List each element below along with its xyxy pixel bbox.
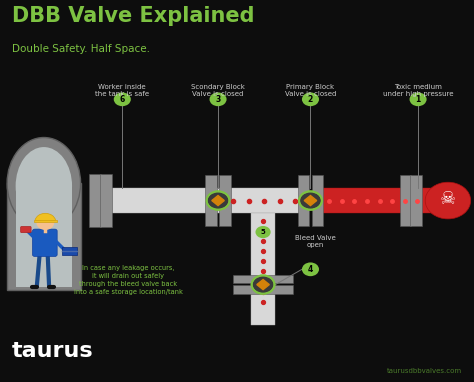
- Ellipse shape: [16, 147, 72, 225]
- FancyBboxPatch shape: [21, 227, 31, 233]
- FancyBboxPatch shape: [62, 247, 77, 256]
- FancyBboxPatch shape: [233, 275, 293, 283]
- Text: Bleed Valve
open: Bleed Valve open: [295, 235, 336, 248]
- Text: 1: 1: [415, 95, 421, 104]
- Text: Worker inside
the tank is safe: Worker inside the tank is safe: [95, 84, 149, 97]
- FancyBboxPatch shape: [410, 175, 422, 226]
- Circle shape: [252, 275, 274, 294]
- FancyBboxPatch shape: [312, 175, 323, 226]
- Text: 2: 2: [308, 95, 313, 104]
- Text: Primary Block
Valve is closed: Primary Block Valve is closed: [285, 84, 336, 97]
- FancyBboxPatch shape: [400, 175, 411, 226]
- Circle shape: [210, 92, 227, 106]
- Text: 4: 4: [308, 265, 313, 274]
- Text: 5: 5: [261, 229, 265, 235]
- Circle shape: [302, 92, 319, 106]
- FancyBboxPatch shape: [16, 186, 72, 287]
- FancyBboxPatch shape: [298, 175, 309, 226]
- Text: 3: 3: [215, 95, 221, 104]
- Polygon shape: [304, 196, 317, 206]
- Circle shape: [410, 92, 427, 106]
- Text: ☠: ☠: [440, 189, 456, 208]
- Text: In case any leakage occurs,
it will drain out safely
through the bleed valve bac: In case any leakage occurs, it will drai…: [73, 265, 182, 296]
- FancyBboxPatch shape: [219, 175, 231, 226]
- Circle shape: [255, 226, 271, 238]
- Wedge shape: [35, 213, 55, 222]
- Circle shape: [302, 262, 319, 276]
- FancyBboxPatch shape: [33, 229, 57, 256]
- FancyBboxPatch shape: [92, 188, 228, 213]
- FancyBboxPatch shape: [228, 188, 300, 213]
- FancyBboxPatch shape: [7, 183, 81, 290]
- Polygon shape: [257, 280, 269, 290]
- Text: taurusdbbvalves.com: taurusdbbvalves.com: [387, 367, 462, 374]
- Text: Double Safety. Half Space.: Double Safety. Half Space.: [12, 44, 150, 54]
- Text: DBB Valve Explained: DBB Valve Explained: [12, 6, 255, 26]
- Circle shape: [425, 182, 471, 219]
- FancyBboxPatch shape: [100, 174, 111, 227]
- Text: taurus: taurus: [12, 341, 93, 361]
- Circle shape: [299, 191, 322, 210]
- Polygon shape: [212, 196, 224, 206]
- Circle shape: [207, 191, 229, 210]
- FancyBboxPatch shape: [320, 188, 456, 213]
- FancyBboxPatch shape: [233, 285, 293, 294]
- Text: 6: 6: [119, 95, 125, 104]
- FancyBboxPatch shape: [251, 213, 275, 325]
- Circle shape: [36, 216, 54, 230]
- FancyBboxPatch shape: [34, 220, 57, 222]
- Ellipse shape: [7, 138, 81, 229]
- Circle shape: [114, 92, 131, 106]
- FancyBboxPatch shape: [89, 174, 100, 227]
- Text: Toxic medium
under high pressure: Toxic medium under high pressure: [383, 84, 453, 97]
- Text: Scondary Block
Valve is closed: Scondary Block Valve is closed: [191, 84, 245, 97]
- FancyBboxPatch shape: [205, 175, 217, 226]
